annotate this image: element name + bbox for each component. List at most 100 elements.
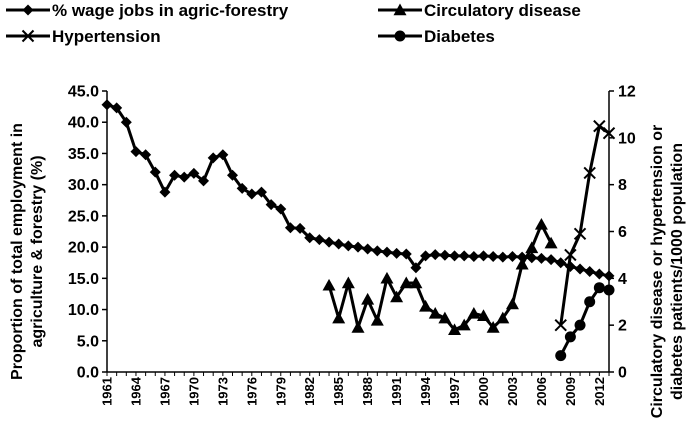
data-point (429, 249, 441, 261)
data-point (564, 331, 576, 343)
data-point (449, 250, 461, 262)
x-tick-label: 1976 (244, 377, 259, 406)
legend-entry: % wage jobs in agric-forestry (6, 1, 289, 20)
data-point (410, 262, 422, 274)
data-point (602, 126, 616, 140)
legend-label: % wage jobs in agric-forestry (52, 1, 289, 20)
data-point (178, 171, 190, 183)
y-axis-right-title-line: diabetes patients/1000 population (669, 143, 686, 400)
y-left-tick-label: 20.0 (68, 240, 99, 257)
data-point (458, 250, 470, 262)
y-left-tick-label: 5.0 (77, 333, 99, 350)
x-tick-label: 2003 (505, 377, 520, 406)
data-point (420, 250, 432, 262)
data-point (351, 321, 365, 333)
series-diamond (101, 99, 615, 282)
y-left-tick-label: 35.0 (68, 146, 99, 163)
legend-label: Circulatory disease (424, 1, 581, 20)
y-right-tick-label: 4 (618, 271, 627, 288)
y-axis-left-title: Proportion of total employment in agricul… (9, 123, 46, 380)
legend-label: Diabetes (424, 27, 495, 46)
axes: 0.05.010.015.020.025.030.035.040.045.002… (68, 84, 636, 406)
data-point (198, 175, 210, 187)
data-point (149, 166, 161, 178)
legend-label: Hypertension (52, 27, 161, 46)
data-point (227, 169, 238, 181)
data-point (545, 254, 557, 266)
data-point (323, 236, 335, 248)
data-point (486, 321, 500, 333)
data-point (497, 251, 509, 263)
data-point (188, 167, 200, 179)
data-point (574, 263, 586, 275)
series-line (559, 124, 610, 326)
legend-marker-x (21, 29, 35, 43)
y-axis-right-title: Circulatory disease or hypertension or di… (649, 125, 686, 418)
y-left-tick-label: 10.0 (68, 302, 99, 319)
series-line (559, 286, 610, 357)
data-point (111, 102, 123, 114)
data-point (535, 252, 547, 264)
y-right-tick-label: 2 (618, 318, 627, 335)
x-tick-label: 2012 (592, 377, 607, 406)
legend-entry: Hypertension (6, 27, 161, 46)
data-point (564, 248, 577, 262)
data-point (573, 227, 587, 241)
y-right-tick-label: 8 (618, 177, 627, 194)
data-point (169, 169, 181, 181)
x-tick-label: 1985 (331, 377, 346, 406)
data-point (352, 241, 364, 253)
y-axis-right-title-line: Circulatory disease or hypertension or (649, 125, 666, 418)
data-point (409, 276, 423, 289)
y-left-tick-label: 25.0 (68, 208, 99, 225)
data-point (584, 265, 596, 277)
data-point (487, 250, 499, 262)
legend-marker-triangle (393, 3, 407, 16)
data-point (362, 243, 374, 255)
x-tick-label: 2006 (534, 377, 549, 406)
x-tick-label: 2000 (476, 377, 491, 406)
data-point (120, 116, 132, 128)
data-point (506, 250, 518, 262)
data-point (390, 290, 404, 303)
x-tick-label: 1991 (389, 377, 404, 406)
data-point (391, 247, 403, 259)
data-point (246, 188, 258, 200)
data-point (603, 270, 615, 282)
data-point (468, 250, 480, 262)
x-tick-label: 1973 (215, 377, 230, 406)
data-point (371, 245, 383, 257)
x-tick-label: 1979 (273, 377, 288, 406)
data-point (555, 350, 567, 362)
data-point (478, 250, 489, 262)
data-point (584, 296, 596, 308)
data-point (400, 248, 412, 260)
data-point (438, 311, 452, 324)
data-point (439, 249, 451, 261)
data-point (341, 276, 355, 289)
y-right-tick-label: 10 (618, 130, 636, 147)
y-left-tick-label: 15.0 (68, 271, 99, 288)
data-point (370, 313, 384, 326)
data-point (448, 323, 462, 336)
y-left-tick-label: 45.0 (68, 84, 99, 101)
x-tick-label: 2009 (563, 377, 578, 406)
data-point (342, 240, 354, 252)
data-point (525, 241, 539, 254)
data-point (284, 222, 296, 234)
data-point (583, 166, 596, 180)
data-point (130, 146, 142, 158)
data-point (603, 284, 615, 296)
y-axis-left-title-line: agriculture & forestry (%) (29, 155, 46, 347)
x-tick-label: 1967 (157, 377, 172, 406)
data-point (399, 276, 413, 289)
series-layer (101, 99, 616, 362)
y-left-tick-label: 0.0 (77, 365, 99, 382)
data-point (467, 306, 481, 319)
data-point (140, 149, 152, 161)
x-tick-label: 1964 (128, 376, 143, 406)
y-left-tick-label: 40.0 (68, 115, 99, 132)
data-point (236, 182, 248, 194)
legend-entry: Circulatory disease (378, 1, 581, 20)
y-left-tick-label: 30.0 (68, 177, 99, 194)
